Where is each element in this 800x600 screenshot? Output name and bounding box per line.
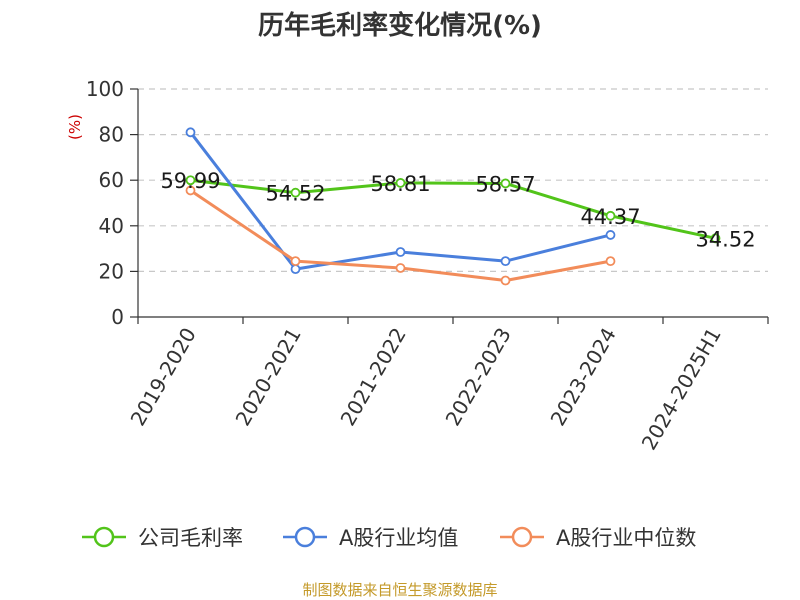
x-tick-label: 2023-2024	[546, 324, 621, 430]
y-tick-label: 100	[86, 77, 124, 101]
legend-marker	[93, 526, 115, 548]
y-tick-label: 60	[99, 168, 124, 192]
y-tick-label: 80	[99, 123, 124, 147]
legend-label: A股行业均值	[339, 526, 458, 550]
data-label: 44.37	[580, 205, 640, 229]
y-axis-unit: (%)	[66, 114, 84, 140]
data-point	[290, 187, 301, 198]
x-tick-label: 2024-2025H1	[637, 324, 726, 454]
x-tick-label: 2021-2022	[336, 324, 411, 430]
x-tick-label: 2020-2021	[231, 324, 306, 430]
chart-title: 历年毛利率变化情况(%)	[258, 10, 542, 41]
data-point	[185, 175, 196, 186]
x-tick-label: 2022-2023	[441, 324, 516, 430]
data-point	[395, 247, 406, 257]
data-point	[605, 210, 616, 221]
data-point	[710, 233, 721, 244]
data-label: 34.52	[695, 227, 755, 251]
data-point	[395, 263, 406, 273]
data-label: 54.52	[265, 182, 325, 206]
data-label: 58.81	[370, 172, 430, 196]
legend-marker	[294, 526, 316, 548]
x-tick-label: 2019-2020	[126, 324, 201, 430]
data-point	[185, 127, 196, 138]
data-labels: 59.99 54.52 58.81 58.57 44.37 34.52	[160, 169, 755, 251]
data-label: 59.99	[160, 169, 220, 193]
data-point	[290, 256, 301, 267]
data-label: 58.57	[475, 172, 535, 196]
plot-area	[185, 127, 721, 286]
gridlines	[138, 88, 768, 272]
y-tick-label: 0	[111, 305, 124, 329]
data-point	[290, 264, 301, 275]
data-point	[500, 275, 511, 286]
data-point	[605, 256, 616, 267]
data-point	[500, 178, 511, 189]
legend-marker	[511, 526, 533, 548]
source-note: 制图数据来自恒生聚源数据库	[302, 581, 497, 599]
data-point	[605, 230, 616, 240]
series-line	[190, 178, 716, 240]
legend: 公司毛利率 A股行业均值 A股行业中位数	[82, 526, 696, 550]
data-point	[500, 256, 511, 267]
data-point	[395, 178, 406, 188]
y-tick-label: 20	[99, 259, 124, 283]
legend-label: 公司毛利率	[138, 526, 243, 550]
y-tick-label: 40	[99, 214, 124, 238]
legend-label: A股行业中位数	[556, 526, 696, 550]
data-point	[185, 185, 196, 196]
